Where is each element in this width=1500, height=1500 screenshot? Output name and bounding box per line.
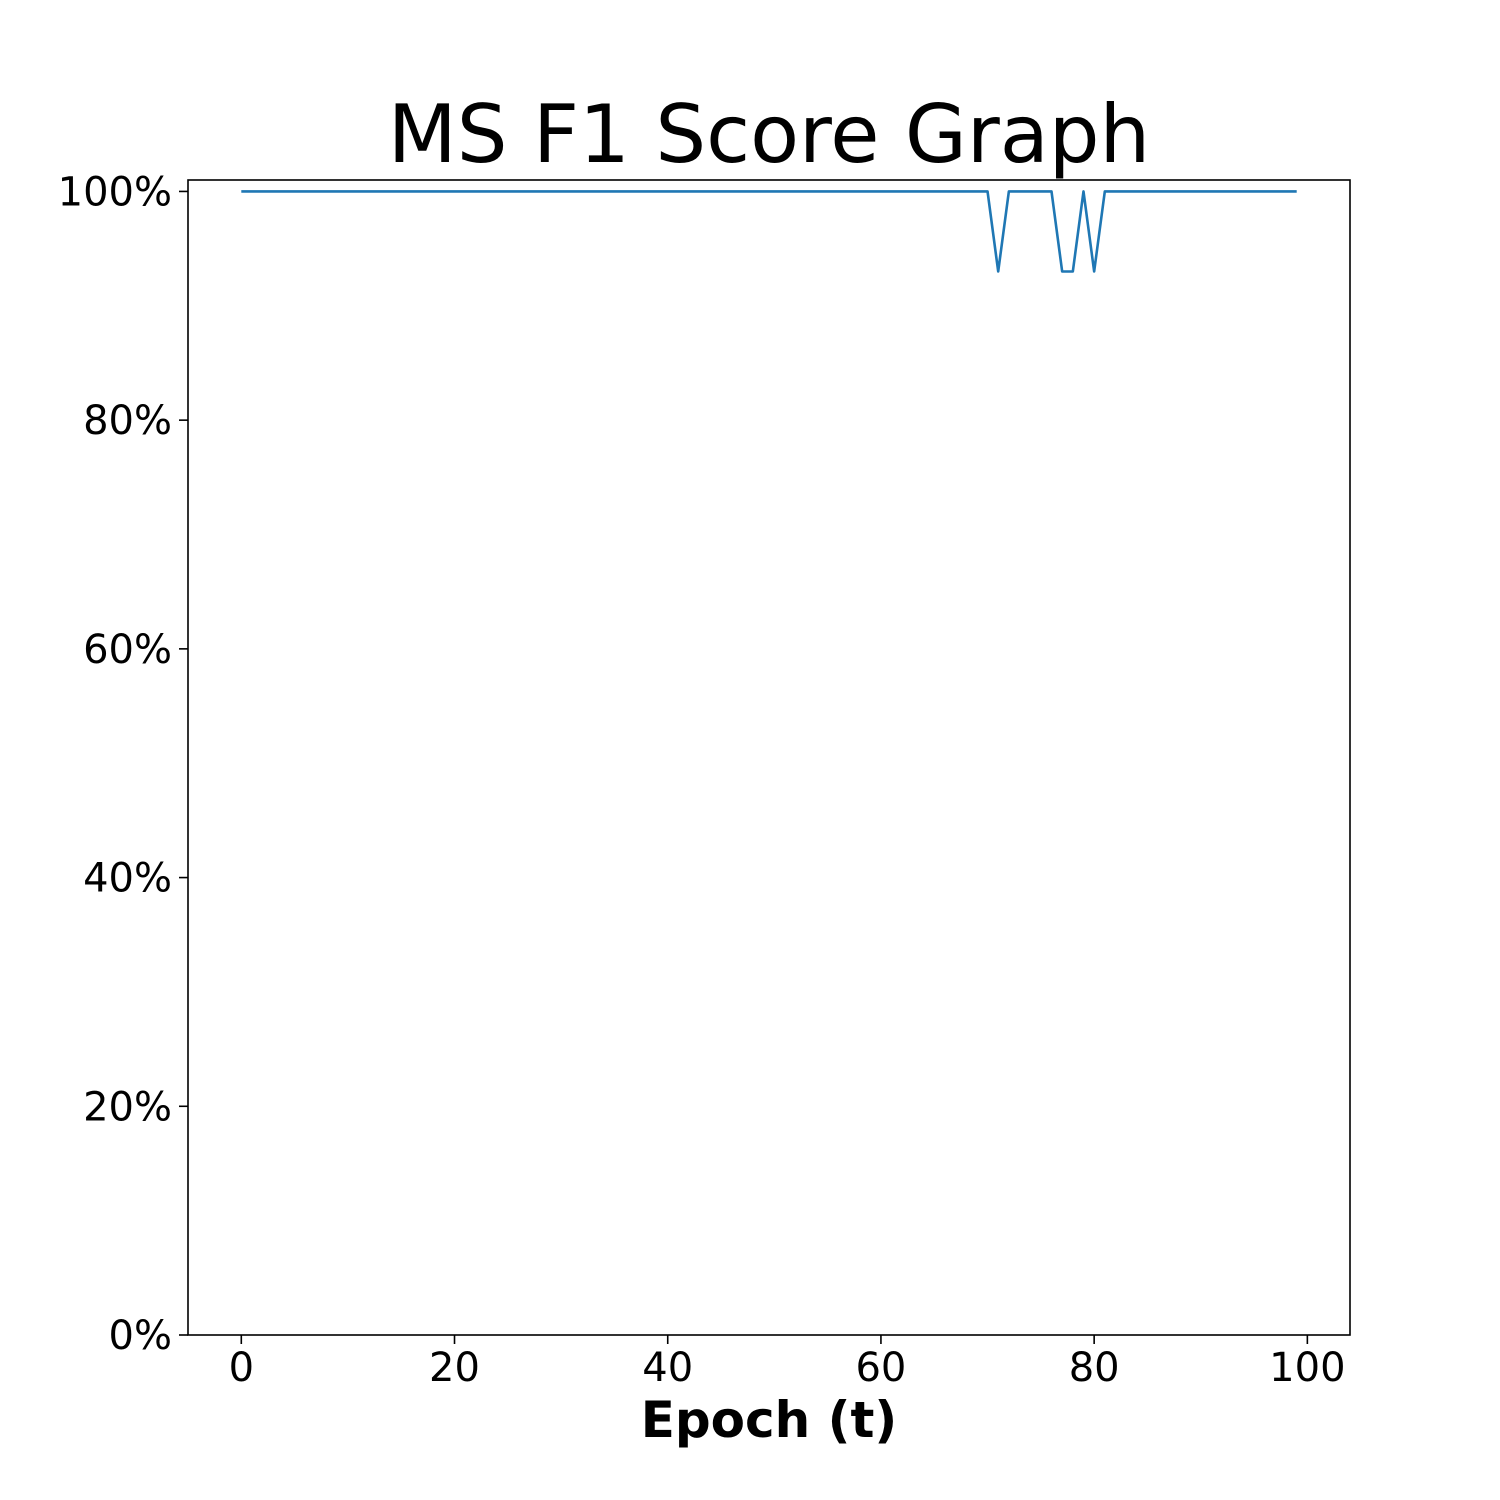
x-axis-ticks: 0 20 40 60 80 100 — [229, 1335, 1346, 1391]
x-tick-label: 0 — [229, 1345, 254, 1391]
y-tick-label: 60% — [83, 627, 172, 673]
f1-score-series-line — [241, 190, 1297, 273]
x-tick-label: 40 — [642, 1345, 693, 1391]
x-axis-label: Epoch (t) — [641, 1391, 898, 1449]
y-tick-label: 40% — [83, 856, 172, 902]
x-tick-label: 60 — [855, 1345, 906, 1391]
y-tick-label: 80% — [83, 398, 172, 444]
x-tick-label: 100 — [1269, 1345, 1345, 1391]
plot-area — [188, 180, 1350, 1335]
plot-frame — [187, 179, 1351, 1336]
y-axis-ticks: 0% 20% 40% 60% 80% 100% — [58, 169, 188, 1359]
y-tick-label: 20% — [83, 1084, 172, 1130]
y-tick-label: 100% — [58, 169, 172, 215]
chart-title: MS F1 Score Graph — [388, 88, 1150, 181]
x-tick-label: 20 — [429, 1345, 480, 1391]
x-tick-label: 80 — [1069, 1345, 1120, 1391]
y-tick-label: 0% — [109, 1313, 172, 1359]
